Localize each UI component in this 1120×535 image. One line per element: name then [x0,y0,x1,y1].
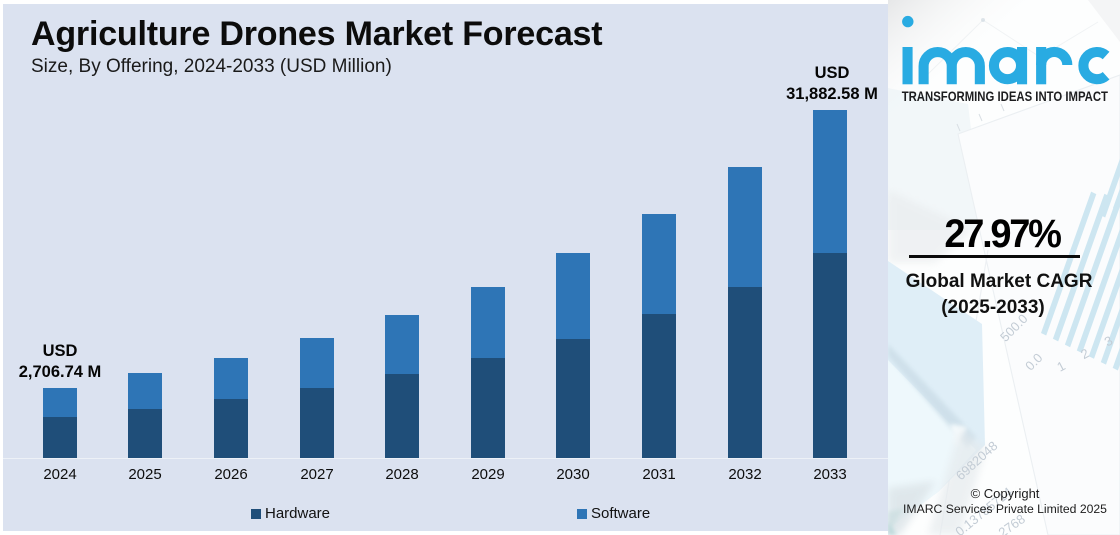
svg-text:TRANSFORMING IDEAS INTO IMPACT: TRANSFORMING IDEAS INTO IMPACT [902,89,1109,104]
